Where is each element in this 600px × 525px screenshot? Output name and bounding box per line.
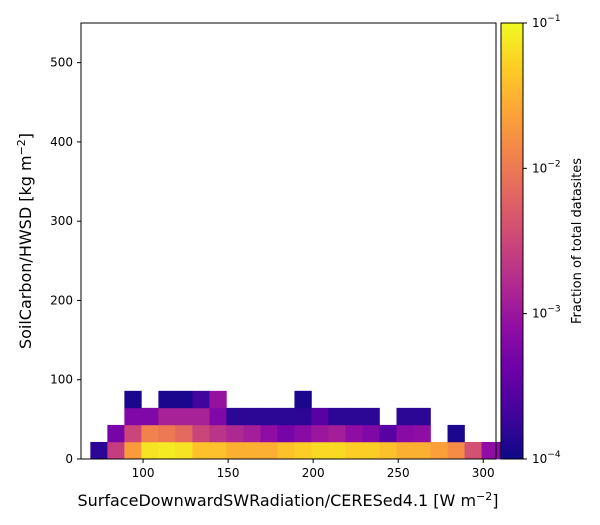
colorbar-tick-label: 10−2	[532, 159, 561, 175]
heatmap-cell	[311, 424, 329, 443]
colorbar-ticks: 10−4 10−3 10−2 10−1	[523, 14, 561, 466]
y-tick-label: 0	[65, 452, 73, 466]
heatmap-cell	[260, 424, 278, 443]
heatmap-cell	[481, 441, 499, 460]
heatmap-cell	[226, 407, 244, 426]
heatmap-cell	[447, 441, 465, 460]
heatmap-cell	[277, 441, 295, 460]
heatmap-cell	[192, 424, 210, 443]
heatmap-cell	[447, 424, 465, 443]
heatmap-cell	[311, 441, 329, 460]
heatmap-cell	[379, 424, 397, 443]
x-axis-label-exponent: −2	[476, 490, 492, 503]
heatmap-cell	[107, 424, 125, 443]
heatmap-cells	[90, 390, 516, 460]
heatmap-cell	[141, 441, 159, 460]
heatmap-cell	[260, 407, 278, 426]
heatmap-cell	[226, 424, 244, 443]
heatmap-cell	[345, 407, 363, 426]
colorbar-tick-label: 10−3	[532, 305, 561, 321]
x-tick-label: 100	[132, 466, 155, 480]
heatmap-cell	[141, 407, 159, 426]
heatmap-cell	[107, 441, 125, 460]
heatmap-cell	[328, 407, 346, 426]
heatmap-cell	[124, 441, 142, 460]
heatmap-cell	[209, 390, 227, 409]
heatmap-cell	[209, 441, 227, 460]
x-axis-label: SurfaceDownwardSWRadiation/CERESed4.1 [W…	[77, 490, 498, 510]
y-tick-label: 100	[50, 373, 73, 387]
heatmap-cell	[175, 424, 193, 443]
heatmap-cell	[175, 441, 193, 460]
heatmap-cell	[396, 424, 414, 443]
heatmap-cell	[294, 390, 312, 409]
heatmap-cell	[124, 407, 142, 426]
colorbar	[500, 22, 524, 460]
heatmap-cell	[345, 441, 363, 460]
heatmap-cell	[158, 424, 176, 443]
heatmap-cell	[294, 424, 312, 443]
heatmap-cell	[413, 407, 431, 426]
heatmap-cell	[141, 424, 159, 443]
heatmap-cell	[362, 407, 380, 426]
heatmap-cell	[413, 441, 431, 460]
x-tick-label: 250	[387, 466, 410, 480]
heatmap-cell	[413, 424, 431, 443]
heatmap-cell	[124, 390, 142, 409]
heatmap-cell	[243, 441, 261, 460]
colorbar-tick-label: 10−1	[532, 14, 561, 30]
heatmap-cell	[158, 390, 176, 409]
heatmap-cell	[311, 407, 329, 426]
y-axis-label: SoilCarbon/HWSD [kg m−2]	[15, 133, 35, 349]
heatmap-cell	[277, 424, 295, 443]
heatmap-cell	[464, 441, 482, 460]
heatmap-cell	[345, 424, 363, 443]
y-tick-label: 300	[50, 214, 73, 228]
plot-frame	[80, 22, 497, 460]
y-tick-label: 500	[50, 56, 73, 70]
heatmap-cell	[175, 407, 193, 426]
heatmap-cell	[158, 441, 176, 460]
heatmap-cell	[124, 424, 142, 443]
heatmap-cell	[192, 407, 210, 426]
x-axis-ticks: 100 150 200 250 300	[132, 459, 495, 480]
heatmap-cell	[294, 441, 312, 460]
colorbar-label: Fraction of total datasites	[570, 158, 585, 324]
y-axis-label-exponent: −2	[15, 139, 28, 155]
y-tick-label: 200	[50, 293, 73, 307]
heatmap-cell	[226, 441, 244, 460]
heatmap-cell	[209, 407, 227, 426]
y-tick-label: 400	[50, 135, 73, 149]
heatmap-cell	[294, 407, 312, 426]
heatmap-cell	[243, 407, 261, 426]
heatmap-cell	[192, 441, 210, 460]
colorbar-tick-label: 10−4	[532, 450, 561, 466]
heatmap-cell	[396, 441, 414, 460]
heatmap-cell	[175, 390, 193, 409]
heatmap-cell	[158, 407, 176, 426]
heatmap-cell	[277, 407, 295, 426]
heatmap-cell	[90, 441, 108, 460]
x-tick-label: 200	[302, 466, 325, 480]
heatmap-cell	[396, 407, 414, 426]
x-tick-label: 150	[217, 466, 240, 480]
y-axis-ticks: 0 100 200 300 400 500	[50, 56, 81, 466]
heatmap-cell	[328, 441, 346, 460]
heatmap-cell	[192, 390, 210, 409]
x-tick-label: 300	[472, 466, 495, 480]
heatmap-cell	[209, 424, 227, 443]
heatmap-cell	[362, 424, 380, 443]
heatmap-cell	[430, 441, 448, 460]
heatmap-cell	[260, 441, 278, 460]
heatmap-cell	[243, 424, 261, 443]
heatmap-cell	[379, 441, 397, 460]
heatmap-cell	[362, 441, 380, 460]
heatmap-cell	[328, 424, 346, 443]
